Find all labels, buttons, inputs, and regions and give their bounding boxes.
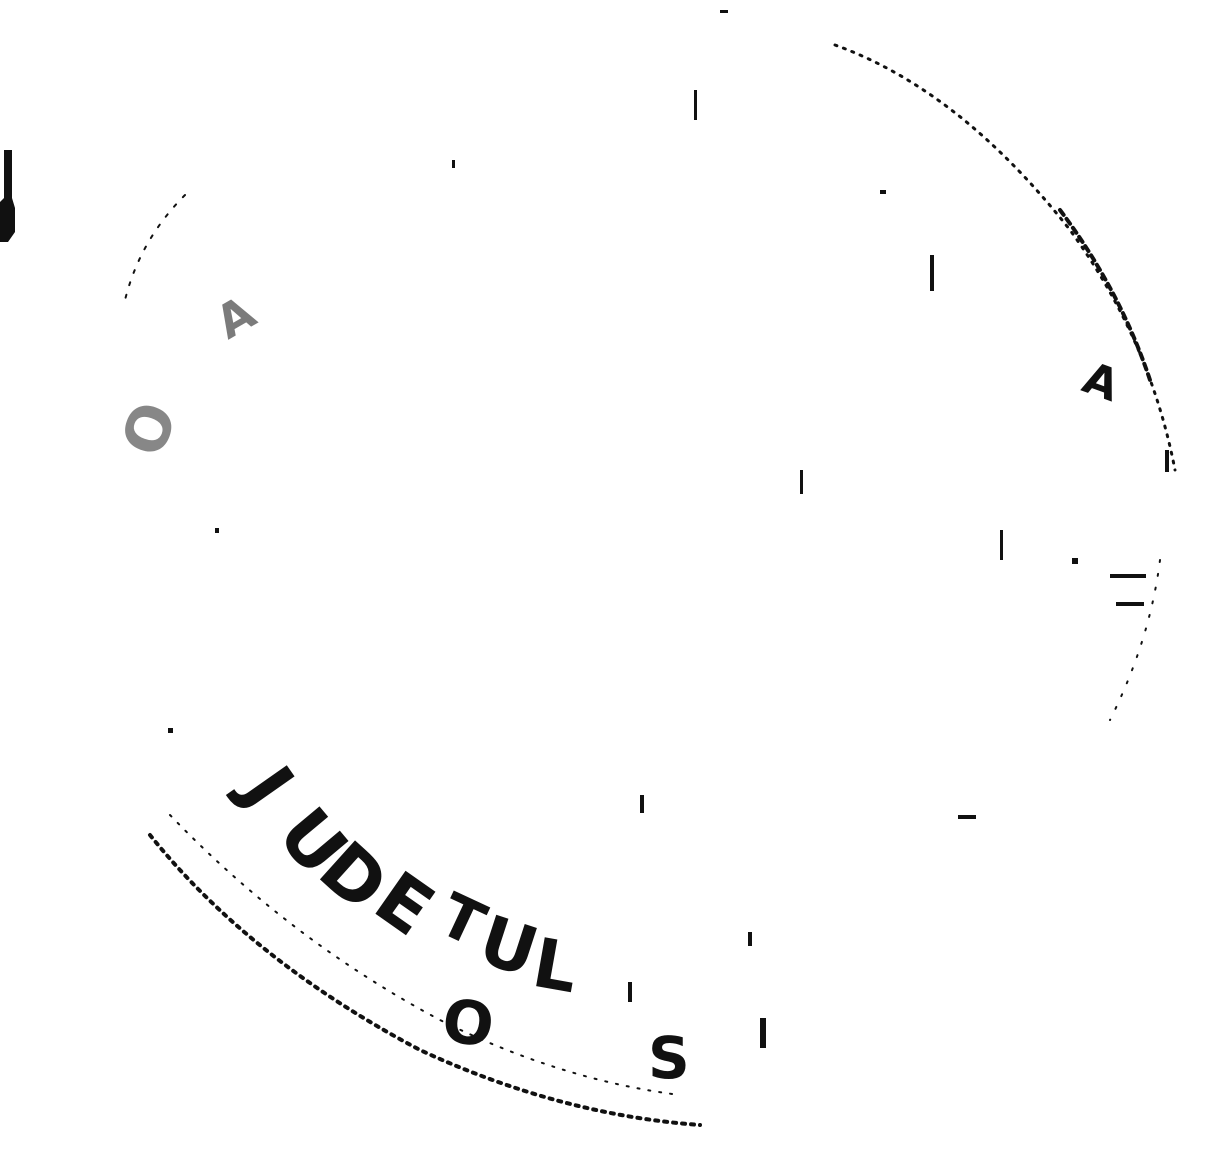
stamp-letter: O <box>108 393 191 465</box>
stamp-letter: A <box>1076 352 1125 412</box>
stamp-ink-specks <box>168 10 1169 1048</box>
stamp-outer-ring-top-right <box>833 43 1177 472</box>
stamp-letter: O <box>438 986 498 1062</box>
stamp-outer-ring-bottom <box>148 833 702 1127</box>
stamp-right-ring-fragment <box>1109 559 1161 721</box>
stamp-letter: A <box>207 285 265 350</box>
stamp-inner-ring-right <box>1058 208 1152 382</box>
stamp-inner-ring-bottom <box>169 814 681 1096</box>
margin-edge-mark <box>0 150 15 242</box>
stamp-letter: S <box>648 1024 690 1092</box>
stamp-left-ring-fragment <box>124 194 186 301</box>
stamp-letter: J <box>223 747 310 821</box>
